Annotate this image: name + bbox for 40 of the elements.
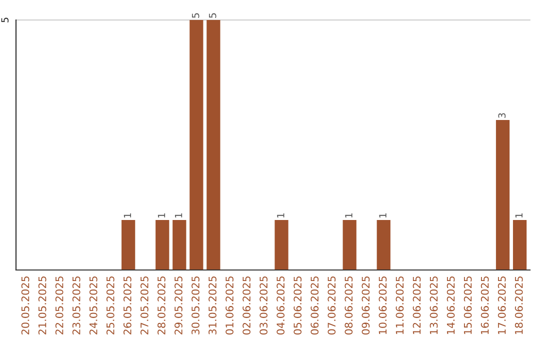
x-tick-label: 07.06.2025 [328, 276, 336, 335]
x-tick-label: 29.05.2025 [174, 276, 182, 334]
data-label: 1 [158, 213, 166, 218]
data-label: 1 [515, 213, 522, 218]
data-label: 3 [498, 113, 506, 118]
x-tick-label: 20.05.2025 [21, 276, 30, 334]
x-tick-label: 30.05.2025 [192, 276, 200, 334]
x-tick-label: 11.06.2025 [396, 276, 404, 334]
data-label: 1 [124, 213, 132, 218]
x-tick-label: 25.05.2025 [106, 276, 114, 334]
x-tick-label: 04.06.2025 [276, 276, 285, 335]
x-tick-label: 21.05.2025 [38, 276, 46, 334]
x-tick-label: 31.05.2025 [208, 276, 216, 334]
x-tick-label: 05.06.2025 [294, 276, 302, 335]
x-tick-label: 15.06.2025 [464, 276, 472, 334]
x-tick-label: 03.06.2025 [260, 276, 268, 335]
x-tick-label: 12.06.2025 [412, 276, 421, 334]
x-tick-label: 24.05.2025 [89, 276, 98, 334]
x-tick-label: 02.06.2025 [242, 276, 250, 335]
x-tick-label: 17.06.2025 [498, 276, 506, 334]
x-tick-label: 06.06.2025 [310, 276, 319, 335]
x-tick-label: 09.06.2025 [362, 276, 370, 335]
x-tick-label: 23.05.2025 [72, 276, 80, 334]
data-label: 1 [345, 213, 352, 218]
data-label: 5 [209, 13, 216, 18]
x-tick-label: 18.06.2025 [514, 276, 523, 334]
x-tick-label: 14.06.2025 [446, 276, 455, 334]
data-label: 1 [277, 213, 284, 218]
data-label: 5 [192, 13, 200, 18]
x-tick-label: 26.05.2025 [123, 276, 132, 334]
data-label: 1 [174, 213, 182, 218]
x-tick-label: 22.05.2025 [55, 276, 64, 334]
x-tick-label: 16.06.2025 [480, 276, 489, 334]
x-tick-label: 28.05.2025 [158, 276, 166, 334]
x-tick-label: 10.06.2025 [378, 276, 387, 334]
x-tick-label: 08.06.2025 [344, 276, 353, 335]
x-tick-label: 01.06.2025 [226, 276, 234, 335]
x-tick-label: 13.06.2025 [430, 276, 438, 334]
data-label: 1 [379, 213, 386, 218]
x-tick-label: 27.05.2025 [140, 276, 148, 334]
